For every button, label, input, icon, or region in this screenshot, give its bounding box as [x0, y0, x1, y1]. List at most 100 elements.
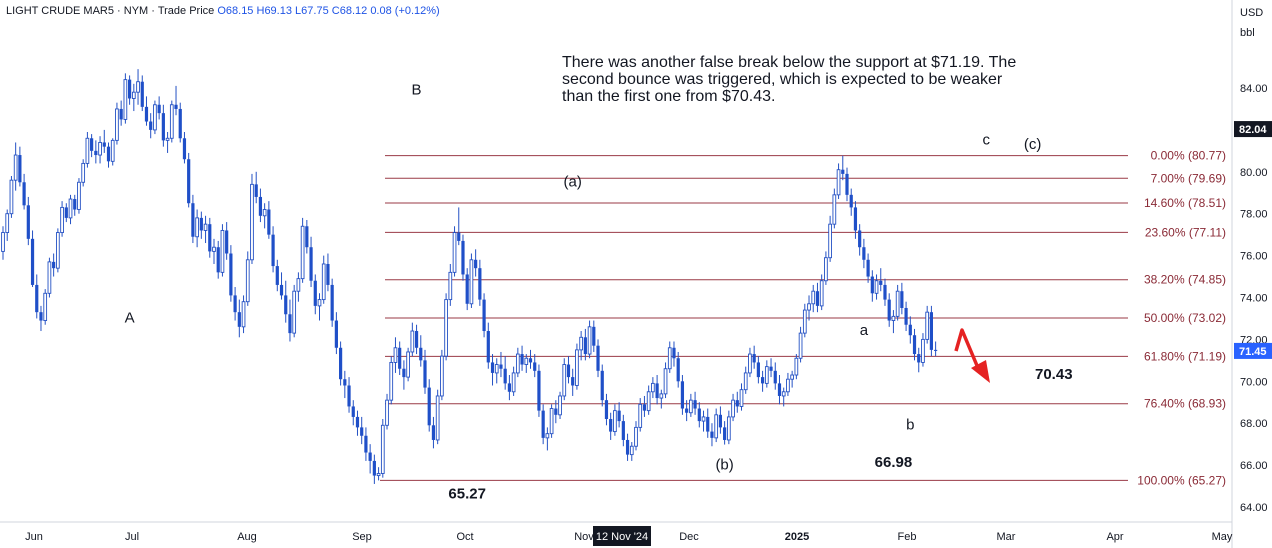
fibonacci-levels: 0.00% (80.77) 7.00% (79.69) 14.60% (78.51)…	[380, 149, 1226, 487]
x-tick-label: Apr	[1106, 531, 1123, 543]
candle	[689, 393, 693, 417]
candle	[187, 152, 191, 208]
high-price-tag	[1234, 121, 1272, 138]
candle	[617, 402, 621, 428]
price-annotation: 65.27	[448, 486, 486, 503]
candle	[756, 356, 760, 384]
candle	[917, 347, 921, 373]
exchange-label: NYM	[123, 5, 149, 17]
symbol-label[interactable]: LIGHT CRUDE MAR5	[6, 5, 114, 17]
candle	[389, 356, 394, 405]
candle	[528, 349, 533, 369]
candle	[659, 389, 664, 409]
candle	[908, 316, 912, 344]
x-tick-label: Dec	[679, 531, 699, 543]
price-type-label: Trade Price	[157, 5, 215, 17]
candle	[448, 263, 453, 306]
candle	[469, 253, 474, 308]
candle	[292, 284, 297, 338]
candle	[435, 389, 440, 445]
candle	[406, 347, 410, 382]
candle	[414, 324, 419, 355]
candle	[106, 142, 111, 168]
candle	[60, 201, 64, 237]
candle	[131, 83, 136, 112]
fib-label: 50.00% (73.02)	[1144, 311, 1226, 325]
candle	[870, 270, 874, 302]
last-price-tag	[1234, 342, 1272, 359]
wave-label: c	[983, 132, 991, 149]
candle	[790, 370, 794, 388]
candle	[22, 173, 26, 210]
low-value: L67.75	[295, 5, 329, 17]
candle	[583, 328, 587, 361]
candle	[693, 391, 697, 415]
candle	[474, 249, 478, 277]
candle	[245, 251, 250, 306]
candle	[182, 131, 187, 164]
fib-label: 76.40% (68.93)	[1144, 397, 1226, 411]
candle	[579, 331, 583, 361]
candle	[110, 138, 115, 166]
y-tick-label: 76.00	[1240, 251, 1268, 263]
candle	[685, 400, 689, 422]
candle	[1, 226, 5, 260]
candle	[258, 188, 263, 223]
candle	[284, 280, 288, 323]
candle	[376, 467, 381, 481]
candle	[30, 230, 35, 288]
candle	[925, 305, 930, 344]
candle	[39, 305, 43, 332]
candle	[883, 278, 887, 306]
change-value: 0.08 (+0.12%)	[370, 5, 440, 17]
candle	[321, 255, 326, 304]
candle	[90, 134, 94, 158]
fib-label: 7.00% (79.69)	[1151, 171, 1226, 185]
candle	[731, 393, 735, 422]
unit-selector[interactable]: bbl	[1240, 27, 1255, 39]
candle	[144, 96, 149, 126]
candle	[841, 155, 845, 181]
candle	[811, 284, 816, 313]
currency-selector[interactable]: USD	[1240, 7, 1264, 19]
candle	[575, 343, 579, 390]
candle	[368, 444, 372, 474]
candle	[549, 404, 554, 438]
candle	[98, 136, 102, 164]
candle	[334, 312, 338, 355]
candle	[13, 142, 18, 191]
candle	[490, 354, 495, 386]
candle	[566, 356, 571, 384]
candle	[697, 402, 701, 428]
candle	[862, 238, 866, 269]
candle	[271, 226, 275, 273]
x-tick-label: Sep	[352, 531, 372, 543]
candle	[739, 383, 744, 411]
high-value: H69.13	[256, 5, 292, 17]
candle	[136, 69, 140, 105]
candle	[419, 335, 423, 367]
candle	[64, 203, 68, 223]
last-price-label: 71.45	[1239, 346, 1267, 358]
candle	[18, 146, 22, 187]
candle	[667, 341, 672, 373]
candle	[934, 341, 938, 357]
candle	[676, 351, 680, 388]
candle	[343, 370, 347, 399]
candle	[262, 203, 267, 229]
candle	[123, 73, 128, 124]
candle	[874, 274, 879, 300]
candle	[157, 96, 161, 120]
candle	[714, 408, 719, 443]
candle	[891, 310, 896, 334]
candle	[380, 419, 385, 478]
candle	[203, 215, 208, 244]
price-annotation: 70.43	[1035, 366, 1073, 383]
x-tick-label: Jun	[25, 531, 43, 543]
candle	[452, 226, 457, 277]
candle	[309, 236, 313, 288]
wave-label: (a)	[564, 173, 582, 190]
candle	[212, 238, 216, 264]
candle	[743, 366, 748, 394]
